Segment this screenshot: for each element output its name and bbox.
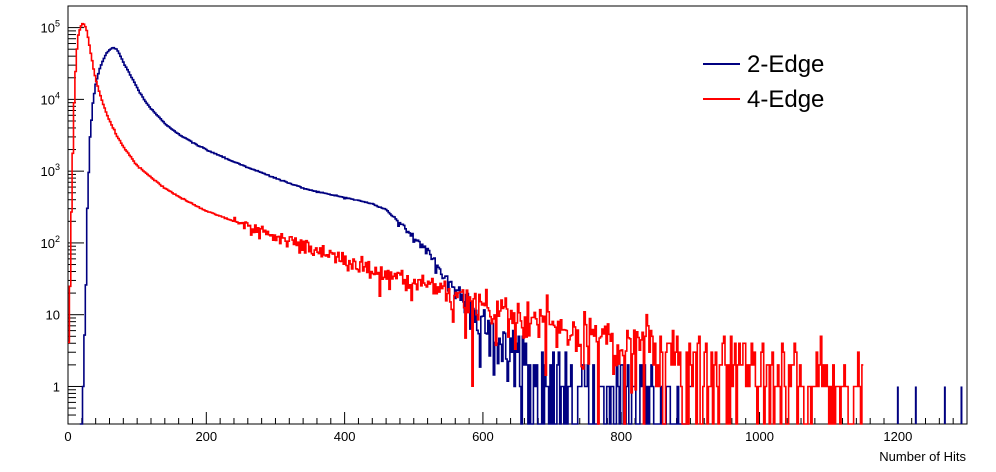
y-tick-base: 10 — [41, 236, 55, 251]
y-tick-label: 105 — [41, 19, 60, 36]
y-tick-base: 10 — [41, 164, 55, 179]
x-tick-label: 800 — [610, 429, 632, 444]
x-tick-label: 600 — [472, 429, 494, 444]
legend-label-2-edge: 2-Edge — [747, 51, 824, 78]
legend: 2-Edge 4-Edge — [703, 51, 824, 113]
plot-frame — [67, 5, 968, 425]
y-tick-exponent: 2 — [55, 234, 60, 244]
y-tick-label: 102 — [41, 234, 60, 251]
series-layer — [68, 22, 963, 425]
y-tick-base: 10 — [41, 21, 55, 36]
x-axis-title: Number of Hits — [879, 449, 966, 464]
legend-label-4-edge: 4-Edge — [747, 86, 824, 113]
series-2-edge-line — [79, 46, 692, 425]
y-tick-exponent: 4 — [55, 90, 60, 100]
x-tick-label: 200 — [195, 429, 217, 444]
y-tick-label: 103 — [41, 162, 60, 179]
x-tick-label: 400 — [334, 429, 356, 444]
y-tick-exponent: 3 — [55, 162, 60, 172]
x-tick-label: 0 — [64, 429, 71, 444]
x-tick-label: 1000 — [745, 429, 774, 444]
y-tick-exponent: 5 — [55, 19, 60, 29]
x-tick-label: 1200 — [883, 429, 912, 444]
y-tick-base: 1 — [53, 379, 60, 394]
series-4-edge-line — [68, 22, 864, 425]
y-tick-label: 104 — [41, 90, 60, 107]
y-tick-label: 10 — [46, 308, 60, 323]
y-tick-base: 10 — [41, 92, 55, 107]
y-tick-label: 1 — [53, 379, 60, 394]
y-tick-base: 10 — [46, 308, 60, 323]
